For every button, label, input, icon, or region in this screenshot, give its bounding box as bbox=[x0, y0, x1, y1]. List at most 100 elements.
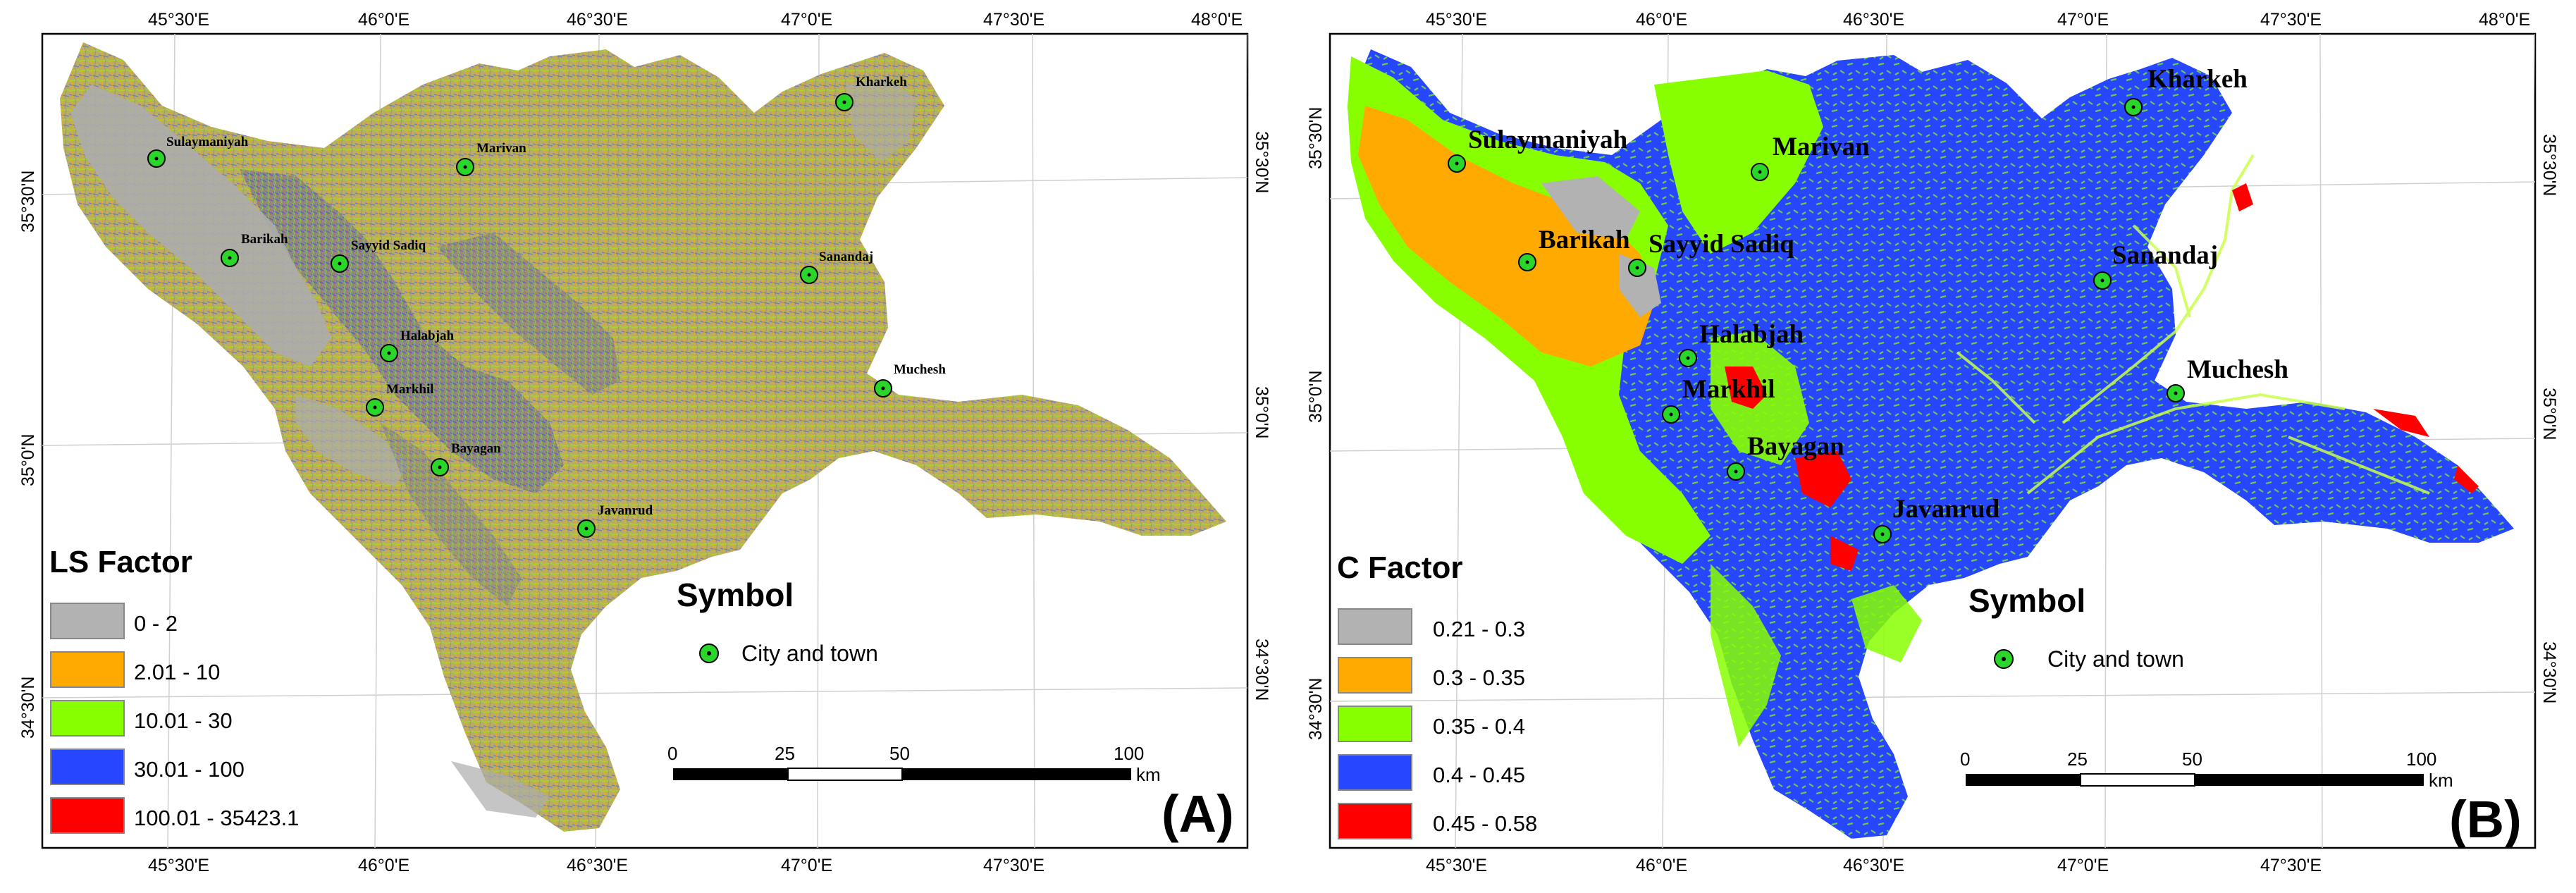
top-label: 46°0'E bbox=[358, 10, 409, 30]
left-label: 34°30'N bbox=[1306, 678, 1326, 740]
legend-label: 0.4 - 0.45 bbox=[1433, 763, 1525, 787]
legend-label: 0.35 - 0.4 bbox=[1433, 714, 1525, 739]
scale-bar: 0 25 50 100 km bbox=[1960, 749, 2453, 791]
bottom-label: 46°30'E bbox=[1843, 856, 1904, 875]
legend-title: C Factor bbox=[1337, 550, 1462, 585]
city-markers: Kharkeh Sulaymaniyah Marivan Barikah Say… bbox=[1448, 65, 2288, 543]
city-javanrud: Javanrud bbox=[577, 503, 653, 538]
city-bayagan: Bayagan bbox=[431, 441, 501, 476]
scale-tick: 25 bbox=[775, 743, 795, 764]
top-label: 46°30'E bbox=[1843, 10, 1904, 30]
scale-tick: 25 bbox=[2067, 749, 2088, 770]
left-label: 35°0'N bbox=[1306, 370, 1326, 423]
legend-label: 0 - 2 bbox=[134, 611, 178, 636]
city-label: Marivan bbox=[1773, 133, 1870, 161]
city-marivan: Marivan bbox=[1751, 133, 1870, 181]
legend-label: 0.3 - 0.35 bbox=[1433, 665, 1525, 690]
bottom-label: 47°30'E bbox=[983, 856, 1044, 875]
legend-label: 10.01 - 30 bbox=[134, 708, 233, 733]
city-sulaymaniyah: Sulaymaniyah bbox=[1448, 125, 1628, 173]
city-label: Javanrud bbox=[598, 503, 653, 518]
top-label: 48°0'E bbox=[2479, 10, 2530, 30]
legend-item: 10.01 - 30 bbox=[50, 700, 233, 737]
city-label: Markhil bbox=[1682, 375, 1775, 404]
legend: LS Factor 0 - 2 2.01 - 10 10.01 - 30 30.… bbox=[49, 545, 299, 834]
left-label: 35°30'N bbox=[1306, 107, 1326, 169]
top-label: 48°0'E bbox=[1191, 10, 1243, 30]
scale-tick: 100 bbox=[1114, 743, 1144, 764]
city-label: Halabjah bbox=[400, 328, 454, 343]
graticule-labels: 45°30'E 46°0'E 46°30'E 47°0'E 47°30'E 48… bbox=[18, 10, 1271, 875]
city-marivan: Marivan bbox=[456, 141, 526, 176]
city-halabjah: Halabjah bbox=[1679, 320, 1804, 367]
city-sanandaj: Sanandaj bbox=[2093, 241, 2218, 290]
scale-unit: km bbox=[1136, 764, 1161, 785]
watershed-raster bbox=[60, 42, 1226, 832]
bottom-label: 46°0'E bbox=[1636, 856, 1687, 875]
city-label: Kharkeh bbox=[2147, 65, 2248, 94]
legend-item: 30.01 - 100 bbox=[50, 749, 245, 785]
top-label: 47°30'E bbox=[2260, 10, 2322, 30]
city-label: Barikah bbox=[241, 232, 288, 247]
city-label: Marivan bbox=[476, 141, 526, 156]
city-label: Markhil bbox=[386, 382, 434, 397]
city-label: Sulaymaniyah bbox=[1468, 125, 1628, 154]
legend-item: 0 - 2 bbox=[50, 603, 178, 639]
right-label: 35°0'N bbox=[1252, 386, 1271, 439]
bottom-label: 47°30'E bbox=[2260, 856, 2322, 875]
symbol-legend: Symbol City and town bbox=[1968, 582, 2184, 672]
scale-unit: km bbox=[2429, 770, 2453, 791]
map-panel-b: Kharkeh Sulaymaniyah Marivan Barikah Say… bbox=[1288, 0, 2575, 889]
top-label: 47°30'E bbox=[983, 10, 1044, 30]
city-label: Bayagan bbox=[451, 441, 501, 456]
legend-label: 100.01 - 35423.1 bbox=[134, 806, 299, 830]
city-barikah: Barikah bbox=[1518, 226, 1630, 271]
city-sayyid-sadiq: Sayyid Sadiq bbox=[331, 238, 426, 273]
right-label: 35°0'N bbox=[2539, 388, 2559, 441]
city-label: Bayagan bbox=[1747, 432, 1844, 461]
right-label: 34°30'N bbox=[1252, 639, 1271, 701]
city-label: Javanrud bbox=[1892, 495, 2000, 524]
top-label: 45°30'E bbox=[1426, 10, 1487, 30]
legend-label: 0.21 - 0.3 bbox=[1433, 617, 1525, 641]
city-sanandaj: Sanandaj bbox=[800, 250, 873, 284]
map-a-svg: Kharkeh Sulaymaniyah Marivan Barikah Say… bbox=[18, 10, 1271, 875]
right-label: 35°30'N bbox=[1252, 131, 1271, 193]
legend-item: 0.21 - 0.3 bbox=[1338, 608, 1525, 645]
legend-item: 0.35 - 0.4 bbox=[1338, 706, 1525, 742]
legend-label: 30.01 - 100 bbox=[134, 757, 245, 782]
city-label: Muchesh bbox=[2187, 355, 2288, 384]
symbol-legend: Symbol City and town bbox=[677, 577, 878, 666]
city-markhil: Markhil bbox=[1662, 375, 1775, 424]
right-label: 35°30'N bbox=[2539, 134, 2559, 196]
city-halabjah: Halabjah bbox=[380, 328, 454, 362]
city-markers: Kharkeh Sulaymaniyah Marivan Barikah Say… bbox=[147, 75, 946, 538]
scale-tick: 50 bbox=[889, 743, 910, 764]
right-label: 34°30'N bbox=[2539, 641, 2559, 703]
legend-item: 0.45 - 0.58 bbox=[1338, 803, 1537, 839]
graticule-labels: 45°30'E 46°0'E 46°30'E 47°0'E 47°30'E 48… bbox=[1306, 10, 2559, 875]
city-label: Halabjah bbox=[1699, 320, 1804, 349]
legend-item: 100.01 - 35423.1 bbox=[50, 797, 299, 834]
city-sulaymaniyah: Sulaymaniyah bbox=[147, 135, 249, 168]
city-label: Muchesh bbox=[894, 362, 946, 377]
bottom-label: 45°30'E bbox=[148, 856, 209, 875]
scale-tick: 100 bbox=[2406, 749, 2436, 770]
city-label: Sanandaj bbox=[819, 250, 873, 264]
legend-item: 2.01 - 10 bbox=[50, 651, 220, 688]
bottom-label: 47°0'E bbox=[2057, 856, 2109, 875]
city-muchesh: Muchesh bbox=[2167, 355, 2288, 402]
city-label: Sayyid Sadiq bbox=[351, 238, 426, 253]
bottom-label: 46°0'E bbox=[358, 856, 409, 875]
symbol-title: Symbol bbox=[1968, 582, 2085, 619]
legend-label: 0.45 - 0.58 bbox=[1433, 811, 1537, 836]
top-label: 46°30'E bbox=[567, 10, 628, 30]
city-sayyid-sadiq: Sayyid Sadiq bbox=[1628, 230, 1794, 277]
left-label: 35°30'N bbox=[18, 171, 38, 233]
scale-bar: 0 25 50 100 km bbox=[667, 743, 1161, 785]
city-label: Sayyid Sadiq bbox=[1648, 230, 1794, 259]
legend-item: 0.4 - 0.45 bbox=[1338, 754, 1525, 791]
city-barikah: Barikah bbox=[221, 232, 288, 267]
city-kharkeh: Kharkeh bbox=[2124, 65, 2248, 116]
legend: C Factor 0.21 - 0.3 0.3 - 0.35 0.35 - 0.… bbox=[1337, 550, 1537, 839]
